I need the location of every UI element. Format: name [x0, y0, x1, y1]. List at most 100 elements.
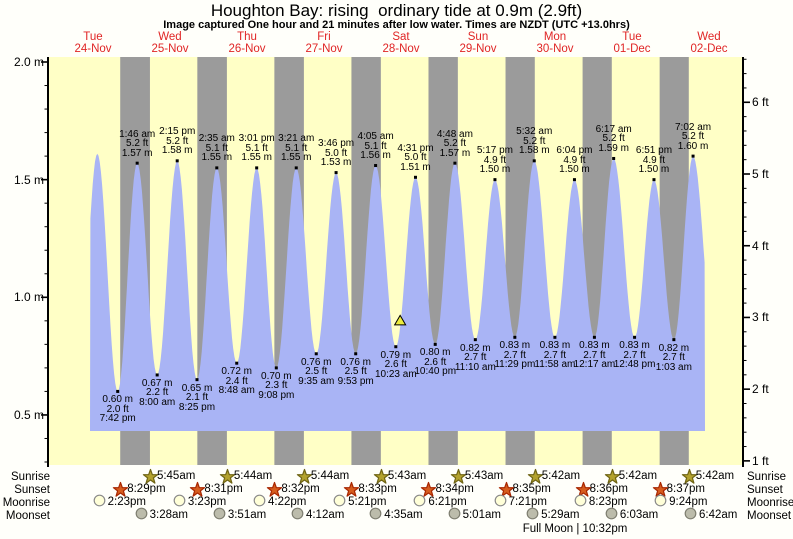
moonrise-time: 8:23pm: [588, 496, 628, 508]
sunrise-time: 5:44am: [233, 470, 273, 482]
tide-extreme-dot: [433, 342, 437, 346]
tide-extreme-dot: [195, 378, 199, 382]
low-tide-annotation: 0.82 m 2.7 ft 11:10 am: [454, 342, 496, 373]
high-tide-annotation: 4:48 am 5.2 ft 1.57 m: [437, 129, 473, 159]
sunset-time: 8:36pm: [589, 483, 628, 495]
annotation-line: 0.72 m: [221, 366, 253, 378]
day-date: 28-Nov: [382, 43, 420, 55]
annotation-line: 2.6 ft: [424, 356, 447, 368]
annotation-line: 1.60 m: [677, 140, 709, 152]
annotation-line: 0.82 m: [460, 342, 491, 354]
tide-extreme-dot: [215, 166, 219, 170]
annotation-line: 2.5 ft: [305, 366, 328, 378]
sunrise-icon: [527, 468, 544, 491]
annotation-line: 2.2 ft: [146, 387, 169, 399]
annotation-line: 1:03 am: [655, 361, 692, 373]
day-weekday: Sun: [467, 31, 489, 43]
day-date: 02-Dec: [690, 43, 728, 55]
moonset-time: 4:35am: [384, 509, 423, 521]
annotation-line: 0.83 m: [579, 340, 610, 352]
moonset-icon: [526, 507, 539, 525]
annotation-line: 2.0 ft: [106, 403, 129, 415]
annotation-line: 7:42 pm: [99, 413, 136, 425]
y-axis-label-right: 5 ft: [752, 167, 769, 181]
annotation-line: 7:02 am: [674, 121, 712, 133]
tide-extreme-dot: [572, 178, 576, 182]
full-moon-note: Full Moon | 10:32pm: [522, 523, 628, 535]
moonset-icon: [369, 507, 382, 525]
day-date: 26-Nov: [228, 43, 266, 55]
annotation-line: 5.1 ft: [245, 142, 268, 154]
high-tide-annotation: 4:05 am 5.1 ft 1.56 m: [358, 132, 394, 161]
annotation-line: 0.83 m: [539, 340, 571, 352]
sunset-time: 8:34pm: [435, 483, 474, 495]
sunset-icon: [189, 481, 206, 504]
sunrise-icon: [296, 468, 313, 491]
annotation-line: 2.1 ft: [185, 392, 209, 404]
sunrise-time: 5:43am: [464, 470, 504, 482]
moonset-time: 6:42am: [698, 509, 738, 521]
tide-extreme-dot: [175, 159, 179, 163]
moonset-time: 3:28am: [149, 509, 188, 521]
annotation-line: 9:35 am: [298, 375, 335, 387]
day-weekday: Fri: [317, 31, 331, 43]
annotation-line: 0.79 m: [380, 349, 412, 361]
moonset-row-label-left: Moonset: [5, 510, 50, 522]
tide-extreme-dot: [354, 352, 358, 356]
tide-extreme-dot: [553, 335, 557, 339]
sunrise-icon: [604, 468, 621, 491]
annotation-line: 5:17 pm: [476, 145, 514, 157]
sunrise-row-label-right: Sunrise: [747, 471, 786, 483]
moonrise-time: 4:22pm: [268, 496, 307, 508]
day-weekday: Thu: [237, 31, 257, 43]
moonrise-time: 9:24pm: [669, 496, 708, 508]
annotation-line: 8:48 am: [218, 385, 255, 397]
annotation-line: 11:10 am: [454, 361, 496, 373]
annotation-line: 5.2 ft: [681, 131, 705, 143]
moonrise-icon: [413, 494, 426, 512]
tide-extreme-dot: [473, 338, 477, 342]
sunset-icon: [498, 481, 515, 504]
annotation-line: 1.56 m: [360, 150, 391, 162]
sunset-time: 8:35pm: [512, 483, 551, 495]
low-tide-annotation: 0.83 m 2.7 ft 11:58 am: [534, 341, 575, 370]
tide-extreme-dot: [652, 178, 656, 182]
moonrise-time: 7:21pm: [508, 496, 547, 508]
low-tide-annotation: 0.80 m 2.6 ft 10:40 pm: [414, 348, 456, 377]
annotation-line: 5.1 ft: [364, 140, 387, 152]
day-weekday: Wed: [158, 31, 182, 43]
sunrise-time: 5:42am: [541, 470, 581, 482]
y-axis-label-right: 1 ft: [752, 453, 769, 468]
sunset-icon: [112, 481, 129, 504]
annotation-line: 10:23 am: [374, 368, 417, 380]
annotation-line: 0.70 m: [261, 370, 292, 382]
moonrise-row-label-left: Moonrise: [2, 497, 50, 509]
annotation-line: 4:05 am: [357, 131, 394, 143]
annotation-line: 1:46 am: [119, 128, 156, 140]
annotation-line: 2.6 ft: [384, 359, 407, 371]
annotation-line: 0.83 m: [619, 340, 650, 352]
annotation-line: 2:35 am: [198, 133, 235, 145]
annotation-line: 1.51 m: [400, 161, 431, 173]
moonrise-icon: [654, 494, 667, 512]
tide-extreme-dot: [532, 159, 536, 163]
annotation-line: 0.83 m: [499, 340, 531, 352]
high-tide-annotation: 2:35 am 5.1 ft 1.55 m: [199, 134, 235, 163]
sunset-row-label-right: Sunset: [747, 484, 783, 496]
moonset-icon: [448, 507, 461, 525]
annotation-line: 2.7 ft: [503, 349, 526, 361]
chart-title: Houghton Bay: rising ordinary tide at 0.…: [210, 1, 583, 20]
moonrise-time: 2:23pm: [107, 496, 146, 508]
annotation-line: 9:53 pm: [337, 375, 374, 387]
sunrise-time: 5:43am: [387, 470, 427, 482]
high-tide-annotation: 3:21 am 5.1 ft 1.55 m: [278, 134, 314, 163]
annotation-line: 1.55 m: [241, 152, 272, 164]
sunrise-icon: [450, 468, 467, 491]
tide-extreme-dot: [592, 335, 596, 339]
annotation-line: 1.55 m: [201, 152, 233, 164]
tide-extreme-dot: [493, 178, 497, 182]
high-tide-annotation: 5:32 am 5.2 ft 1.58 m: [516, 127, 552, 156]
annotation-line: 12:48 pm: [613, 359, 656, 371]
tide-extreme-dot: [672, 338, 676, 342]
